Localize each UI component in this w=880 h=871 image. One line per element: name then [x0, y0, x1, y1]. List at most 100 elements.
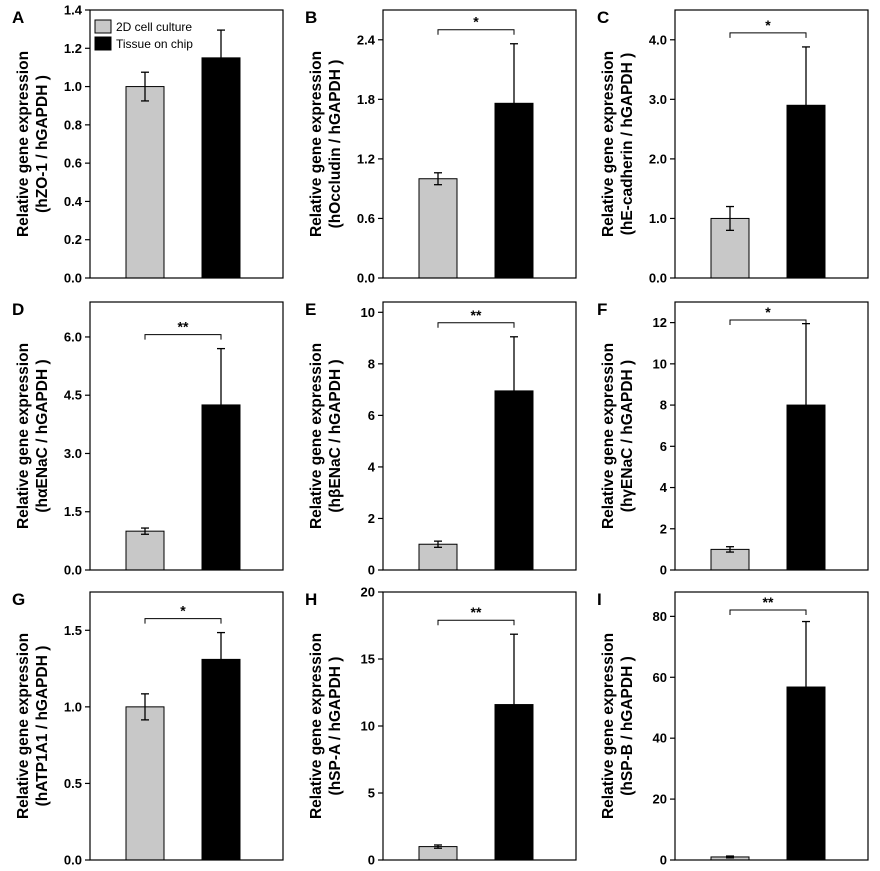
y-tick-label: 0.0	[64, 271, 82, 286]
panel-letter: B	[305, 8, 317, 27]
y-tick-label: 0.6	[357, 211, 375, 226]
y-tick-label: 0.6	[64, 156, 82, 171]
legend-label: Tissue on chip	[116, 37, 193, 51]
bar-control	[418, 543, 458, 571]
y-tick-label: 0	[660, 563, 667, 578]
plot-frame	[382, 301, 577, 571]
y-tick-label: 0	[368, 563, 375, 578]
significance-bracket	[144, 618, 222, 624]
significance-bracket	[729, 32, 807, 38]
significance-bracket	[729, 609, 807, 615]
significance-label: *	[765, 17, 771, 33]
y-axis-label-line1: Relative gene expression	[600, 51, 617, 237]
y-tick-label: 3.0	[649, 92, 667, 107]
y-tick-label: 0.0	[649, 271, 667, 286]
y-tick-label: 6	[368, 408, 375, 423]
panel-letter: C	[597, 8, 609, 27]
y-tick-label: 1.4	[64, 3, 83, 18]
plot-frame	[382, 591, 577, 861]
y-tick-label: 4.0	[649, 32, 667, 47]
y-axis-label-line1: Relative gene expression	[308, 343, 325, 529]
y-tick-label: 4.5	[64, 388, 82, 403]
y-tick-label: 40	[653, 731, 667, 746]
significance-label: **	[178, 319, 189, 335]
y-tick-label: 60	[653, 670, 667, 685]
panel-a: A Relative gene expression (hZO-1 / hGAPDH…	[12, 3, 284, 286]
panel-d: D Relative gene expression (hαENaC / hGAPD…	[12, 300, 284, 578]
significance-bracket	[437, 322, 515, 328]
significance-bracket	[144, 334, 222, 340]
y-axis-label-line2: (hβENaC / hGAPDH )	[327, 359, 344, 512]
y-tick-label: 10	[361, 719, 375, 734]
y-tick-label: 10	[653, 356, 667, 371]
significance-label: *	[473, 14, 479, 30]
y-tick-label: 4	[368, 459, 376, 474]
y-axis-label-line1: Relative gene expression	[15, 633, 32, 819]
y-axis-label-line2: (hSP-A / hGAPDH )	[327, 657, 344, 796]
bar-control	[125, 706, 165, 861]
bar-control	[125, 86, 165, 279]
plot-frame	[89, 301, 284, 571]
y-axis-label-line1: Relative gene expression	[600, 633, 617, 819]
y-tick-label: 0.5	[64, 776, 82, 791]
y-axis-label-line1: Relative gene expression	[600, 343, 617, 529]
panel-letter: G	[12, 590, 25, 609]
panel-e: E Relative gene expression (hβENaC / hGAPD…	[305, 300, 577, 578]
y-axis-label-line2: (hγENaC / hGAPDH )	[619, 360, 636, 512]
y-tick-label: 0.0	[357, 271, 375, 286]
y-tick-label: 1.8	[357, 92, 375, 107]
y-axis-label-line2: (hZO-1 / hGAPDH )	[34, 75, 51, 213]
bar-control	[418, 178, 458, 279]
panel-letter: E	[305, 300, 316, 319]
y-tick-label: 1.5	[64, 623, 82, 638]
bar-chip	[201, 658, 241, 861]
panel-letter: A	[12, 8, 24, 27]
y-tick-label: 1.5	[64, 504, 82, 519]
y-axis-label-line2: (hE-cadherin / hGAPDH )	[619, 53, 636, 236]
y-axis-label-line2: (hOccludin / hGAPDH )	[327, 60, 344, 229]
panel-c: C Relative gene expression (hE-cadherin / …	[597, 8, 869, 286]
y-tick-label: 0.0	[64, 563, 82, 578]
y-axis-label-line2: (hATP1A1 / hGAPDH )	[34, 646, 51, 807]
significance-bracket	[437, 29, 515, 35]
significance-label: **	[763, 594, 774, 610]
panel-b: B Relative gene expression (hOccludin / hG…	[305, 8, 577, 286]
y-tick-label: 8	[660, 398, 667, 413]
significance-label: *	[180, 603, 186, 619]
y-tick-label: 3.0	[64, 446, 82, 461]
legend-swatch	[94, 36, 112, 51]
panel-letter: F	[597, 300, 607, 319]
y-tick-label: 2.4	[357, 32, 376, 47]
y-tick-label: 15	[361, 652, 375, 667]
plot-frame	[382, 9, 577, 279]
significance-label: **	[471, 307, 482, 323]
y-tick-label: 6	[660, 439, 667, 454]
y-tick-label: 2.0	[649, 151, 667, 166]
panel-g: G Relative gene expression (hATP1A1 / hGAP…	[12, 590, 284, 868]
y-axis-label-line1: Relative gene expression	[15, 51, 32, 237]
legend-swatch	[94, 19, 112, 34]
y-tick-label: 1.2	[357, 151, 375, 166]
significance-bracket	[437, 619, 515, 626]
bar-chip	[201, 57, 241, 279]
y-tick-label: 0.8	[64, 117, 82, 132]
y-axis-label-line2: (hSP-B / hGAPDH )	[619, 656, 636, 796]
plot-frame	[674, 301, 869, 571]
y-axis-label-line1: Relative gene expression	[308, 633, 325, 819]
significance-bracket	[729, 319, 807, 325]
y-tick-label: 0.0	[64, 853, 82, 867]
y-tick-label: 0	[660, 853, 667, 867]
plot-frame	[674, 591, 869, 861]
significance-label: *	[765, 304, 771, 320]
y-tick-label: 1.2	[64, 41, 82, 56]
y-tick-label: 1.0	[649, 211, 667, 226]
y-tick-label: 20	[361, 585, 375, 600]
panel-letter: I	[597, 590, 602, 609]
panel-i: I Relative gene expression (hSP-B / hGAPDH…	[597, 590, 869, 868]
y-tick-label: 6.0	[64, 329, 82, 344]
plot-frame	[89, 591, 284, 861]
y-axis-label-line1: Relative gene expression	[15, 343, 32, 529]
panel-letter: D	[12, 300, 24, 319]
